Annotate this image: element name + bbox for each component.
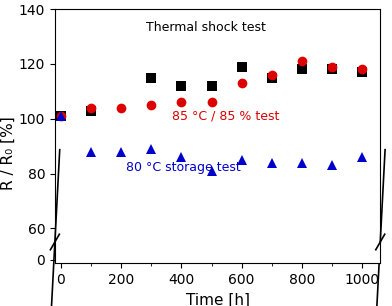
- Text: R / R₀ [%]: R / R₀ [%]: [0, 116, 15, 190]
- Text: 85 °C / 85 % test: 85 °C / 85 % test: [172, 109, 279, 122]
- Text: 80 °C storage test: 80 °C storage test: [127, 161, 241, 174]
- X-axis label: Time [h]: Time [h]: [185, 293, 250, 306]
- Text: Thermal shock test: Thermal shock test: [146, 21, 266, 34]
